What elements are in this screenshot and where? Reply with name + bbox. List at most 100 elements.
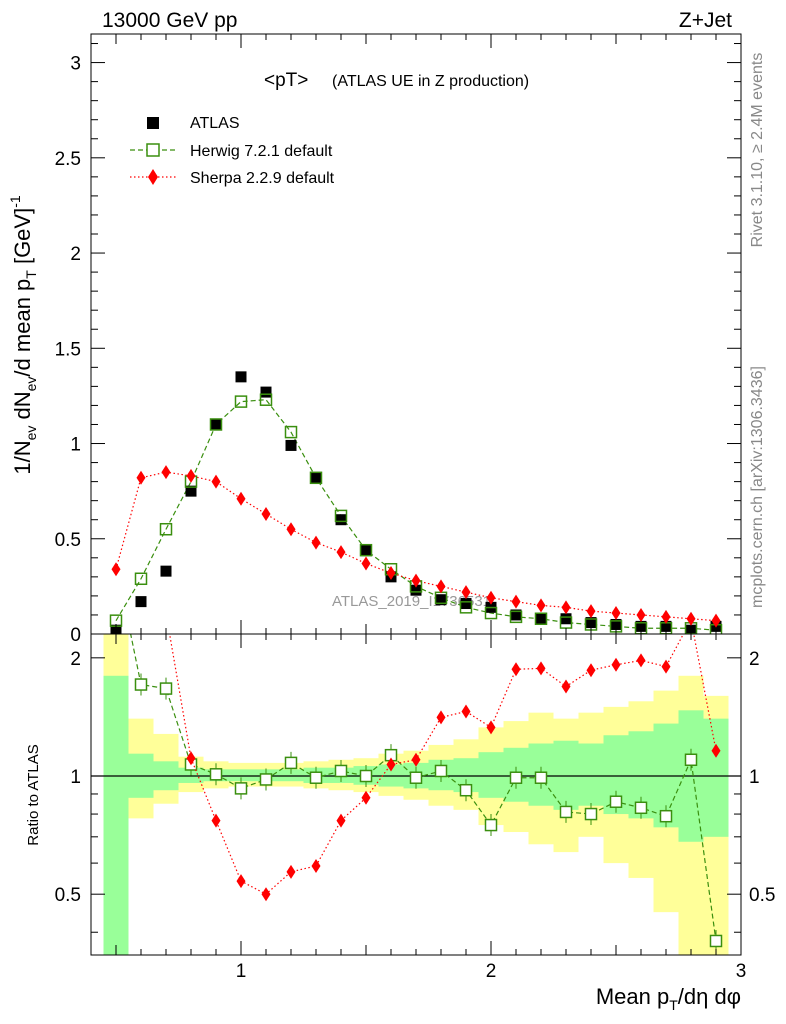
sherpa-ratio-point xyxy=(411,752,421,767)
atlas-data-point xyxy=(585,617,597,629)
sherpa-ratio-point xyxy=(486,720,496,735)
atlas-data-point xyxy=(260,386,272,398)
y-tick-label: 2.5 xyxy=(55,149,81,170)
legend-atlas-label: ATLAS xyxy=(190,115,240,132)
sherpa-ratio-point xyxy=(711,743,721,758)
herwig-point xyxy=(484,606,498,620)
atlas-data-point xyxy=(310,472,322,484)
sherpa-point xyxy=(686,611,696,626)
herwig-point xyxy=(309,471,323,485)
ratio-y-tick-label: 0.5 xyxy=(55,885,81,906)
sherpa-ratio-point xyxy=(311,858,321,873)
sherpa-point xyxy=(361,556,371,571)
sherpa-ratio-point xyxy=(261,887,271,902)
x-axis-label: Mean pT/dη dφ xyxy=(596,984,741,1013)
band-inner-bin xyxy=(478,752,504,798)
ratio-series xyxy=(112,286,723,952)
sherpa-point xyxy=(461,585,471,600)
sherpa-point xyxy=(236,491,246,506)
ratio-panel: 0.5 0.5 1 1 2 2 1 2 3 xyxy=(55,286,775,982)
plot-subtitle: (ATLAS UE in Z production) xyxy=(332,73,529,90)
ratio-y-axis-label: Ratio to ATLAS xyxy=(25,744,42,845)
sherpa-ratio-point xyxy=(137,502,146,516)
herwig-point xyxy=(134,572,148,586)
atlas-data-point xyxy=(185,485,197,497)
sherpa-point xyxy=(586,604,596,619)
sherpa-ratio-point xyxy=(336,813,346,828)
sherpa-ratio-point xyxy=(511,662,521,677)
atlas-data-point xyxy=(135,596,147,608)
legend: ATLAS Herwig 7.2.1 default Sherpa 2.2.9 … xyxy=(130,115,335,187)
atlas-data-point xyxy=(210,418,222,430)
herwig-ratio-point xyxy=(459,783,473,797)
x-tick-label: 1 xyxy=(236,961,247,982)
herwig-point xyxy=(259,393,273,406)
herwig-ratio-point xyxy=(134,678,148,691)
x-tick-label: 3 xyxy=(736,961,747,982)
sherpa-ratio-point xyxy=(386,757,396,772)
sherpa-point xyxy=(536,598,546,613)
herwig-ratio-point xyxy=(409,771,423,784)
sherpa-point xyxy=(386,566,396,581)
band-inner-bin xyxy=(228,769,254,782)
sherpa-point xyxy=(211,474,221,489)
sherpa-point xyxy=(511,594,521,609)
sherpa-ratio-point xyxy=(211,813,221,828)
herwig-point xyxy=(284,425,298,439)
sherpa-ratio-point xyxy=(112,286,121,300)
sherpa-point xyxy=(311,535,321,550)
sherpa-point xyxy=(261,507,271,521)
sherpa-point xyxy=(486,590,496,605)
herwig-ratio-point xyxy=(559,805,573,819)
atlas-data-point xyxy=(560,613,572,625)
herwig-point xyxy=(159,522,173,536)
atlas-data-point xyxy=(460,598,472,610)
legend-herwig-marker xyxy=(146,143,160,157)
herwig-point xyxy=(334,509,348,523)
plot-title: <pT> xyxy=(264,70,308,91)
legend-atlas-marker xyxy=(147,117,159,129)
sherpa-ratio-point xyxy=(236,874,246,889)
sherpa-point xyxy=(561,600,571,615)
herwig-ratio-point xyxy=(209,768,223,781)
mcplots-label: mcplots.cern.ch [arXiv:1306.3436] xyxy=(749,366,766,608)
herwig-ratio-point xyxy=(309,771,323,784)
ratio-y-tick-label: 2 xyxy=(70,649,81,670)
atlas-data-point xyxy=(435,594,447,606)
herwig-ratio-point xyxy=(159,682,173,695)
process-label: Z+Jet xyxy=(679,9,732,32)
x-tick-label: 2 xyxy=(486,961,497,982)
sherpa-ratio-point xyxy=(586,663,596,678)
band-inner-bin xyxy=(278,769,304,782)
sherpa-ratio-point xyxy=(636,653,646,668)
band-inner-bin xyxy=(553,740,579,810)
ratio-y-tick-label-right: 1 xyxy=(749,767,760,788)
y-tick-label: 3 xyxy=(70,54,81,75)
herwig-point xyxy=(509,610,523,624)
herwig-ratio-point xyxy=(334,764,348,778)
y-tick-label: 1 xyxy=(70,435,81,456)
sherpa-point xyxy=(661,609,671,624)
legend-sherpa-label: Sherpa 2.2.9 default xyxy=(190,170,335,187)
y-tick-label: 2 xyxy=(70,244,81,265)
atlas-data-point xyxy=(535,613,547,625)
sherpa-ratio-point xyxy=(436,710,446,725)
sherpa-ratio-point xyxy=(461,704,471,719)
y-tick-label: 1.5 xyxy=(55,339,81,360)
herwig-point xyxy=(209,418,223,431)
sherpa-point xyxy=(711,613,721,628)
atlas-data-point xyxy=(660,620,672,632)
atlas-data-point xyxy=(635,620,647,632)
herwig-ratio-point xyxy=(659,809,673,823)
ratio-y-tick-label-right: 0.5 xyxy=(749,885,775,906)
herwig-ratio-point xyxy=(684,753,698,767)
ratio-y-tick-label-right: 2 xyxy=(749,649,760,670)
sherpa-ratio-point xyxy=(536,661,546,676)
herwig-ratio-point xyxy=(259,773,273,786)
energy-label: 13000 GeV pp xyxy=(102,9,237,32)
sherpa-point xyxy=(186,468,196,483)
atlas-data-point xyxy=(235,371,247,383)
legend-sherpa-marker xyxy=(148,169,158,185)
sherpa-point xyxy=(286,522,296,537)
sherpa-point xyxy=(111,562,121,577)
